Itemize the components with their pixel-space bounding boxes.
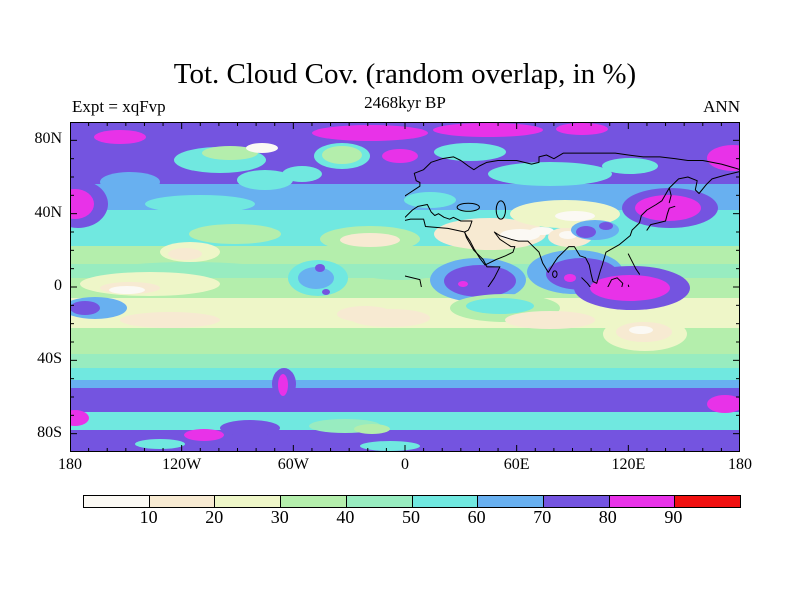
- coast-sakhalin: [669, 188, 671, 203]
- coast-japan: [647, 206, 675, 230]
- colorbar-tick-label: 40: [336, 507, 355, 527]
- y-axis-tick-label: 0: [54, 277, 62, 294]
- x-axis-tick-label: 0: [401, 456, 409, 473]
- experiment-label: Expt = xqFvp: [72, 97, 166, 116]
- y-axis-tick-label: 80N: [34, 130, 62, 148]
- coastlines: [70, 137, 740, 428]
- colorbar-tick-label: 50: [402, 507, 420, 527]
- chart-title: Tot. Cloud Cov. (random overlap, in %): [173, 58, 637, 90]
- colorbar-cell: [215, 496, 282, 507]
- cloud-cover-field: [70, 122, 740, 452]
- y-axis-tick-label: 40S: [37, 350, 62, 368]
- coast-sri-lanka: [553, 271, 557, 278]
- coast-black-sea: [457, 203, 479, 211]
- colorbar-cell: [346, 496, 413, 507]
- coast-philippines: [628, 254, 639, 274]
- coast-asia-east: [465, 171, 740, 283]
- colorbar-cell: [478, 496, 544, 507]
- x-axis-tick-label: 120E: [611, 456, 646, 473]
- map-border: [70, 122, 740, 452]
- colorbar-cell: [412, 496, 479, 507]
- coast-eurasia-north: [398, 153, 740, 199]
- colorbar-tick-label: 30: [270, 507, 289, 527]
- colorbar-tick-label: 10: [139, 507, 158, 527]
- x-axis-tick-label: 60W: [277, 456, 309, 473]
- y-axis-tick-label: 40N: [34, 203, 62, 221]
- colorbar-cell: [149, 496, 216, 507]
- colorbar-cell: [281, 496, 347, 507]
- season-label: ANN: [703, 97, 740, 116]
- x-axis-tick-label: 60E: [503, 456, 530, 473]
- colorbar-cell: [609, 496, 676, 507]
- colorbar: [83, 495, 741, 508]
- world-map: [70, 122, 740, 452]
- x-axis-tick-label: 180: [58, 456, 82, 473]
- coast-borneo: [608, 278, 623, 293]
- colorbar-tick-label: 90: [664, 507, 683, 527]
- colorbar-tick-label: 20: [205, 507, 224, 527]
- y-axis-tick-label: 80S: [37, 423, 62, 441]
- coast-europe-south: [388, 204, 472, 231]
- x-axis-tick-label: 120W: [162, 456, 202, 473]
- x-axis-tick-label: 180: [728, 456, 752, 473]
- map-panel: [70, 122, 740, 452]
- colorbar-cell: [543, 496, 610, 507]
- coast-caspian-sea: [496, 201, 505, 219]
- colorbar-tick-label: 60: [467, 507, 486, 527]
- coast-sumatra: [582, 278, 599, 298]
- coast-africa: [373, 219, 500, 349]
- chart-subtitle: 2468kyr BP: [364, 93, 446, 112]
- colorbar-tick-label: 70: [533, 507, 552, 527]
- colorbar-cell: [675, 496, 741, 507]
- colorbar-tick-label: 80: [598, 507, 617, 527]
- colorbar-cell: [84, 496, 150, 507]
